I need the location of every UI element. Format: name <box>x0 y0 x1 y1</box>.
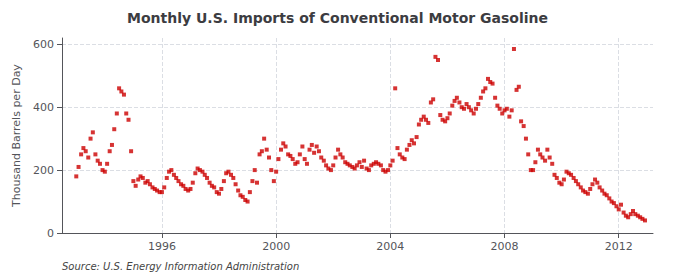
svg-text:2000: 2000 <box>262 240 290 253</box>
svg-text:200: 200 <box>33 164 54 177</box>
svg-text:600: 600 <box>33 38 54 51</box>
svg-text:400: 400 <box>33 101 54 114</box>
svg-text:1996: 1996 <box>148 240 176 253</box>
svg-text:Source: U.S. Energy Informatio: Source: U.S. Energy Information Administ… <box>62 261 299 272</box>
svg-text:0: 0 <box>47 227 54 240</box>
svg-text:Thousand Barrels per Day: Thousand Barrels per Day <box>10 64 23 208</box>
svg-text:2008: 2008 <box>491 240 519 253</box>
svg-text:2004: 2004 <box>376 240 404 253</box>
svg-text:Monthly U.S. Imports of Conven: Monthly U.S. Imports of Conventional Mot… <box>127 10 548 26</box>
svg-text:2012: 2012 <box>605 240 633 253</box>
